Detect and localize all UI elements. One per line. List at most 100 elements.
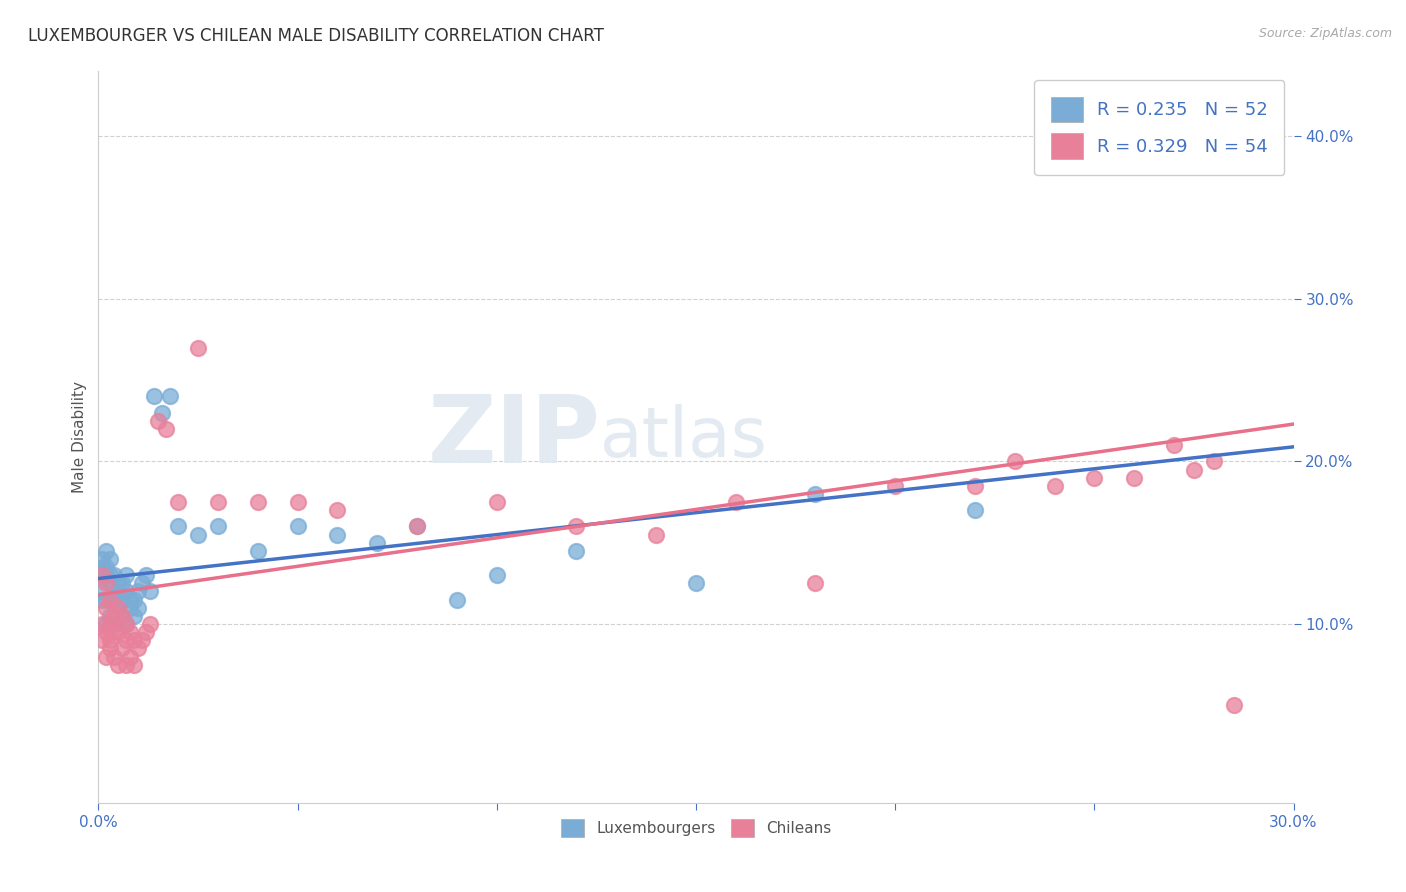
Point xyxy=(804,576,827,591)
Point xyxy=(366,535,388,549)
Point xyxy=(96,576,118,591)
Point xyxy=(131,576,153,591)
Point xyxy=(485,568,508,582)
Point xyxy=(96,649,118,664)
Point xyxy=(804,487,827,501)
Point xyxy=(124,633,146,648)
Point xyxy=(159,389,181,403)
Point xyxy=(120,625,142,640)
Point xyxy=(91,560,114,574)
Point xyxy=(107,600,129,615)
Point xyxy=(124,657,146,672)
Point xyxy=(91,592,114,607)
Point xyxy=(139,584,162,599)
Point xyxy=(107,657,129,672)
Point xyxy=(155,422,177,436)
Point xyxy=(187,527,209,541)
Point xyxy=(326,503,349,517)
Point xyxy=(139,617,162,632)
Point xyxy=(1163,438,1185,452)
Point xyxy=(115,633,138,648)
Point xyxy=(115,657,138,672)
Point xyxy=(143,389,166,403)
Point xyxy=(150,406,173,420)
Point xyxy=(1163,121,1185,136)
Point xyxy=(207,519,229,533)
Point xyxy=(135,625,157,640)
Point xyxy=(148,414,170,428)
Point xyxy=(167,519,190,533)
Point xyxy=(111,576,134,591)
Point xyxy=(565,519,588,533)
Point xyxy=(103,568,125,582)
Point xyxy=(103,592,125,607)
Point xyxy=(111,592,134,607)
Point xyxy=(107,576,129,591)
Point xyxy=(91,633,114,648)
Point xyxy=(96,617,118,632)
Point xyxy=(131,633,153,648)
Point xyxy=(326,527,349,541)
Point xyxy=(98,592,122,607)
Point xyxy=(1182,462,1205,476)
Point xyxy=(645,527,668,541)
Point xyxy=(724,495,747,509)
Point xyxy=(120,649,142,664)
Text: LUXEMBOURGER VS CHILEAN MALE DISABILITY CORRELATION CHART: LUXEMBOURGER VS CHILEAN MALE DISABILITY … xyxy=(28,27,605,45)
Point xyxy=(98,608,122,623)
Point xyxy=(246,544,269,558)
Point xyxy=(884,479,907,493)
Point xyxy=(120,592,142,607)
Point xyxy=(115,617,138,632)
Legend: Luxembourgers, Chileans: Luxembourgers, Chileans xyxy=(551,809,841,847)
Point xyxy=(91,552,114,566)
Point xyxy=(1004,454,1026,468)
Point xyxy=(115,568,138,582)
Text: atlas: atlas xyxy=(600,403,768,471)
Point xyxy=(91,617,114,632)
Point xyxy=(287,495,309,509)
Point xyxy=(1123,471,1146,485)
Point xyxy=(167,495,190,509)
Point xyxy=(207,495,229,509)
Point xyxy=(1083,471,1105,485)
Point xyxy=(98,568,122,582)
Point xyxy=(246,495,269,509)
Point xyxy=(98,641,122,656)
Point xyxy=(127,600,149,615)
Point xyxy=(91,568,114,582)
Point xyxy=(685,576,707,591)
Point xyxy=(96,568,118,582)
Point xyxy=(446,592,468,607)
Point xyxy=(107,600,129,615)
Point xyxy=(103,649,125,664)
Point xyxy=(98,633,122,648)
Point xyxy=(98,617,122,632)
Point xyxy=(187,341,209,355)
Point xyxy=(98,552,122,566)
Point xyxy=(124,592,146,607)
Point xyxy=(96,560,118,574)
Y-axis label: Male Disability: Male Disability xyxy=(72,381,87,493)
Point xyxy=(107,625,129,640)
Point xyxy=(963,503,986,517)
Point xyxy=(115,584,138,599)
Point xyxy=(485,495,508,509)
Point xyxy=(96,592,118,607)
Point xyxy=(135,568,157,582)
Point xyxy=(98,576,122,591)
Point xyxy=(127,584,149,599)
Point xyxy=(103,625,125,640)
Point xyxy=(103,608,125,623)
Point xyxy=(1202,454,1225,468)
Point xyxy=(103,617,125,632)
Point xyxy=(96,600,118,615)
Point xyxy=(111,608,134,623)
Point xyxy=(120,600,142,615)
Point xyxy=(115,617,138,632)
Point xyxy=(287,519,309,533)
Point xyxy=(1223,698,1246,713)
Point xyxy=(111,608,134,623)
Point xyxy=(91,584,114,599)
Point xyxy=(565,544,588,558)
